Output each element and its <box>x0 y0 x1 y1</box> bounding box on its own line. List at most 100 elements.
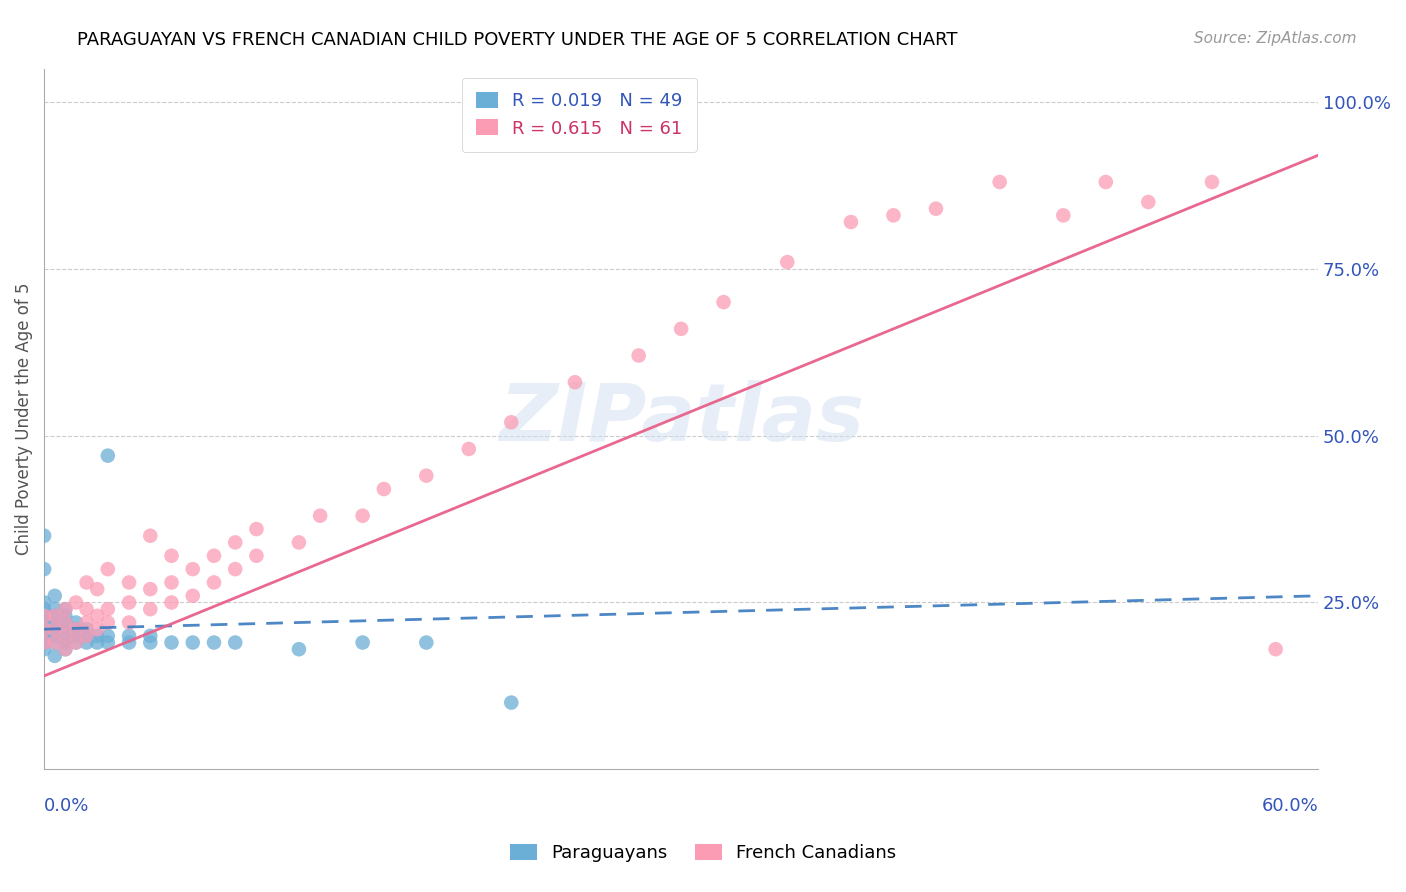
Point <box>32 608 55 623</box>
Point <box>202 635 225 649</box>
Point <box>44 648 66 663</box>
Point <box>352 635 374 649</box>
Point <box>32 622 55 636</box>
Point <box>53 602 76 616</box>
Point <box>32 562 55 576</box>
Point <box>118 595 141 609</box>
Y-axis label: Child Poverty Under the Age of 5: Child Poverty Under the Age of 5 <box>15 283 32 555</box>
Point <box>181 589 204 603</box>
Point <box>44 608 66 623</box>
Point <box>181 635 204 649</box>
Point <box>76 622 98 636</box>
Point <box>53 615 76 630</box>
Point <box>1052 208 1074 222</box>
Point <box>839 215 862 229</box>
Point <box>65 595 87 609</box>
Point <box>65 622 87 636</box>
Point <box>288 642 311 657</box>
Point <box>76 629 98 643</box>
Point <box>118 629 141 643</box>
Point <box>457 442 479 456</box>
Point <box>224 562 246 576</box>
Point <box>988 175 1011 189</box>
Point <box>76 629 98 643</box>
Point <box>44 635 66 649</box>
Point <box>32 629 55 643</box>
Point <box>53 629 76 643</box>
Legend: Paraguayans, French Canadians: Paraguayans, French Canadians <box>502 837 904 870</box>
Point <box>32 602 55 616</box>
Legend: R = 0.019   N = 49, R = 0.615   N = 61: R = 0.019 N = 49, R = 0.615 N = 61 <box>461 78 697 152</box>
Point <box>776 255 799 269</box>
Point <box>44 635 66 649</box>
Point <box>139 635 162 649</box>
Point <box>139 602 162 616</box>
Point <box>32 529 55 543</box>
Point <box>118 635 141 649</box>
Point <box>1264 642 1286 657</box>
Point <box>65 635 87 649</box>
Point <box>86 635 108 649</box>
Point <box>564 376 586 390</box>
Point <box>713 295 735 310</box>
Point <box>97 615 120 630</box>
Point <box>44 629 66 643</box>
Point <box>65 622 87 636</box>
Point <box>373 482 395 496</box>
Point <box>65 615 87 630</box>
Point <box>1094 175 1116 189</box>
Point <box>65 629 87 643</box>
Point <box>118 575 141 590</box>
Point <box>415 635 437 649</box>
Point <box>1137 194 1160 209</box>
Point <box>415 468 437 483</box>
Point <box>882 208 904 222</box>
Point <box>53 629 76 643</box>
Point <box>53 615 76 630</box>
Point <box>44 622 66 636</box>
Point <box>76 615 98 630</box>
Point <box>202 549 225 563</box>
Point <box>32 608 55 623</box>
Point <box>44 615 66 630</box>
Text: PARAGUAYAN VS FRENCH CANADIAN CHILD POVERTY UNDER THE AGE OF 5 CORRELATION CHART: PARAGUAYAN VS FRENCH CANADIAN CHILD POVE… <box>77 31 957 49</box>
Point <box>925 202 948 216</box>
Point <box>97 629 120 643</box>
Point <box>669 322 692 336</box>
Point <box>53 642 76 657</box>
Point <box>352 508 374 523</box>
Point <box>97 449 120 463</box>
Point <box>86 629 108 643</box>
Point <box>627 349 650 363</box>
Point <box>44 602 66 616</box>
Point <box>32 642 55 657</box>
Point <box>86 608 108 623</box>
Point <box>76 575 98 590</box>
Point <box>53 622 76 636</box>
Point <box>501 415 523 429</box>
Point <box>288 535 311 549</box>
Point <box>160 549 183 563</box>
Point <box>76 635 98 649</box>
Text: 60.0%: 60.0% <box>1261 797 1319 815</box>
Text: Source: ZipAtlas.com: Source: ZipAtlas.com <box>1194 31 1357 46</box>
Point <box>224 635 246 649</box>
Point <box>139 629 162 643</box>
Point <box>118 615 141 630</box>
Point <box>65 635 87 649</box>
Point <box>97 602 120 616</box>
Point <box>53 635 76 649</box>
Point <box>76 602 98 616</box>
Point <box>32 622 55 636</box>
Point <box>160 635 183 649</box>
Point <box>32 615 55 630</box>
Point <box>53 642 76 657</box>
Point <box>139 582 162 596</box>
Point <box>32 595 55 609</box>
Point <box>501 696 523 710</box>
Point <box>160 595 183 609</box>
Point <box>32 635 55 649</box>
Point <box>44 608 66 623</box>
Point <box>44 589 66 603</box>
Point <box>44 622 66 636</box>
